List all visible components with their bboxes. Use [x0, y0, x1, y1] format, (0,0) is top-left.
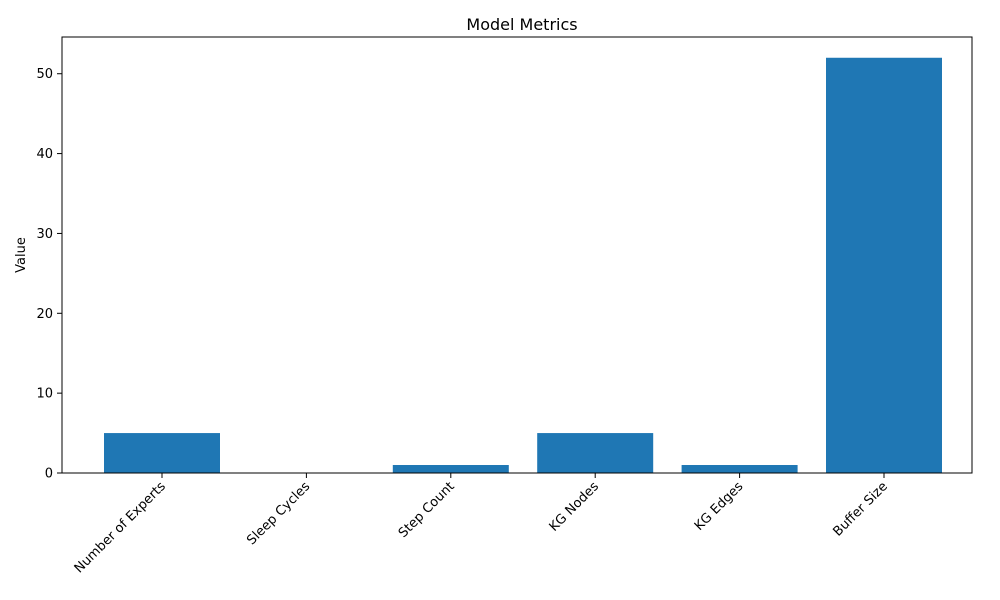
chart-title: Model Metrics — [466, 15, 577, 34]
y-tick-label: 0 — [45, 467, 53, 482]
plot-area: 0 10 20 30 40 50 Number of Experts Sleep Cycles… — [36, 36, 973, 576]
x-tick-label: Number of Experts — [72, 479, 169, 576]
y-tick-label: 40 — [36, 147, 53, 162]
x-tick-label: Step Count — [396, 479, 458, 541]
axes-frame — [61, 36, 973, 474]
y-axis-label: Value — [14, 237, 29, 273]
x-tick-label: KG Nodes — [547, 479, 603, 535]
x-tick-label: Buffer Size — [831, 479, 891, 539]
y-tick-label: 50 — [36, 67, 53, 82]
y-tick-label: 20 — [36, 307, 53, 322]
y-tick-label: 30 — [36, 227, 53, 242]
bar-number-of-experts — [104, 433, 220, 473]
bar-step-count — [392, 465, 509, 473]
bar-kg-nodes — [537, 433, 654, 473]
x-tick-label: KG Edges — [692, 479, 747, 534]
x-tick-label: Sleep Cycles — [244, 479, 313, 548]
bar-buffer-size — [826, 57, 942, 473]
y-tick-label: 10 — [36, 387, 53, 402]
bar-kg-edges — [681, 465, 798, 473]
